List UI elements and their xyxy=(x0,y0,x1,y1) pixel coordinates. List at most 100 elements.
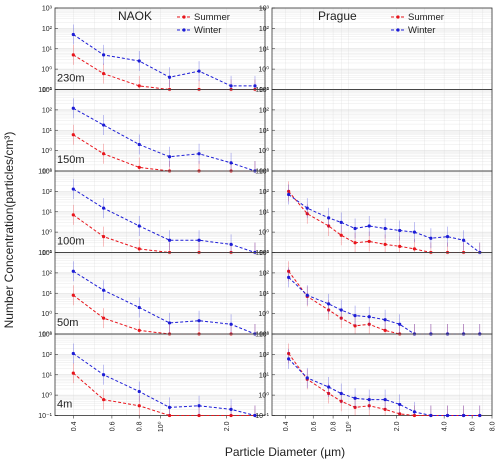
y-ticks: 10⁻¹ 10⁰ 10¹ 10² 10³ xyxy=(38,332,58,420)
data-point xyxy=(137,389,141,394)
y-tick-label: 10⁰ xyxy=(258,392,269,400)
x-tick-label: 0.6 xyxy=(311,421,318,431)
y-ticks: 10⁻¹ 10⁰ 10¹ 10² 10³ xyxy=(255,332,275,420)
y-tick-label: 10³ xyxy=(42,250,53,257)
data-point xyxy=(461,238,466,242)
y-tick-label: 10¹ xyxy=(42,209,53,216)
x-tick-label: 0.4 xyxy=(283,421,290,431)
y-tick-label: 10² xyxy=(42,189,53,196)
data-point xyxy=(71,213,75,217)
data-point xyxy=(478,413,482,418)
data-point xyxy=(398,322,402,326)
grid xyxy=(272,7,493,90)
panel-naok-50m: 10⁻¹ 10⁰ 10¹ 10² 10³ 50m xyxy=(38,250,266,339)
series-line xyxy=(288,270,480,335)
y-tick-label: 10³ xyxy=(42,169,53,176)
y-tick-label: 10³ xyxy=(259,250,270,257)
row-label: 50m xyxy=(57,317,78,329)
x-tick-label: 0.4 xyxy=(71,421,78,431)
data-point xyxy=(367,404,371,408)
data-point xyxy=(287,357,291,361)
series-winter xyxy=(71,179,257,255)
legend: Summer Winter xyxy=(177,12,230,36)
y-tick-label: 10¹ xyxy=(259,128,270,135)
y-axis-title: Number Concentration(particles/cm³) xyxy=(2,132,16,329)
data-point xyxy=(339,399,343,403)
data-point xyxy=(383,242,387,246)
data-point xyxy=(287,351,291,356)
data-point xyxy=(229,322,233,326)
x-ticks: 0.4 0.6 0.8 10⁰ 2.0 4.0 6.0 8.0 xyxy=(283,415,497,432)
data-point xyxy=(101,152,106,156)
y-tick-label: 10² xyxy=(259,352,270,359)
panel-prague-4m: 10⁻¹ 10⁰ 10¹ 10² 10³ 0.4 0.6 0.8 10⁰ 2.0 4.0 6.0 8.0 xyxy=(255,332,496,433)
y-tick-label: 10¹ xyxy=(42,291,53,298)
grid xyxy=(55,170,266,253)
legend-marker xyxy=(182,15,186,19)
y-tick-label: 10² xyxy=(259,270,270,277)
panel-naok-230m: 10⁻¹ 10⁰ 10¹ 10² 10³ NAOK Summer Winter 230m xyxy=(38,6,266,94)
data-point xyxy=(412,230,417,234)
series-line xyxy=(288,353,480,416)
data-point xyxy=(445,235,450,239)
y-tick-label: 10¹ xyxy=(259,291,270,298)
x-tick-label: 8.0 xyxy=(490,421,497,431)
y-tick-label: 10³ xyxy=(42,87,53,94)
data-point xyxy=(137,142,141,147)
data-point xyxy=(101,235,106,239)
data-point xyxy=(253,84,257,88)
data-point xyxy=(71,53,75,57)
data-point xyxy=(287,189,291,193)
y-tick-label: 10² xyxy=(259,26,270,33)
series-winter xyxy=(71,98,257,173)
data-point xyxy=(287,275,291,279)
grid xyxy=(55,333,266,416)
y-tick-label: 10⁰ xyxy=(41,392,52,400)
grid xyxy=(272,333,493,416)
series-line xyxy=(73,270,256,335)
y-tick-label: 10⁰ xyxy=(258,310,269,318)
y-tick-label: 10⁻¹ xyxy=(38,332,52,339)
series-line xyxy=(72,372,255,416)
y-tick-label: 10³ xyxy=(259,332,270,339)
data-point xyxy=(383,398,387,402)
panel-prague-230m: 10⁻¹10⁰10¹10²10³PragueSummerWinter xyxy=(255,6,493,94)
data-point xyxy=(412,413,417,418)
panels: 10⁻¹10⁰10¹10²10³NAOKSummerWinter230m10⁻¹… xyxy=(38,6,496,433)
data-point xyxy=(101,123,106,127)
data-point xyxy=(429,413,433,418)
data-point xyxy=(137,305,141,310)
legend: Summer Winter xyxy=(391,12,444,36)
y-tick-label: 10⁻¹ xyxy=(255,413,269,420)
legend-marker xyxy=(182,28,186,32)
data-point xyxy=(137,224,141,228)
series-line xyxy=(73,134,255,172)
y-tick-label: 10⁰ xyxy=(41,147,52,155)
data-point xyxy=(229,242,233,246)
series-winter xyxy=(287,184,482,255)
y-tick-label: 10³ xyxy=(259,6,270,13)
y-tick-label: 10² xyxy=(259,189,270,196)
series-line xyxy=(288,277,480,335)
data-point xyxy=(383,407,387,411)
data-point xyxy=(167,238,172,242)
data-point xyxy=(137,59,141,63)
y-axis-label: Number Concentration(particles/cm³) xyxy=(2,132,16,329)
data-point xyxy=(167,321,172,325)
data-point xyxy=(101,316,106,320)
y-tick-label: 10⁻¹ xyxy=(38,250,52,257)
data-point xyxy=(71,133,75,137)
data-point xyxy=(101,53,106,57)
data-point xyxy=(167,75,172,79)
legend-label: Winter xyxy=(194,25,221,36)
grid xyxy=(55,89,266,172)
data-point xyxy=(398,244,402,248)
x-tick-label: 0.8 xyxy=(331,421,338,431)
legend-marker xyxy=(396,15,400,19)
panel-naok-150m: 10⁻¹ 10⁰ 10¹ 10² 10³ 150m xyxy=(38,87,266,176)
data-point xyxy=(305,293,309,297)
x-tick-label: 4.0 xyxy=(442,421,449,431)
data-point xyxy=(253,413,257,418)
grid xyxy=(55,7,266,90)
data-point xyxy=(367,239,371,244)
